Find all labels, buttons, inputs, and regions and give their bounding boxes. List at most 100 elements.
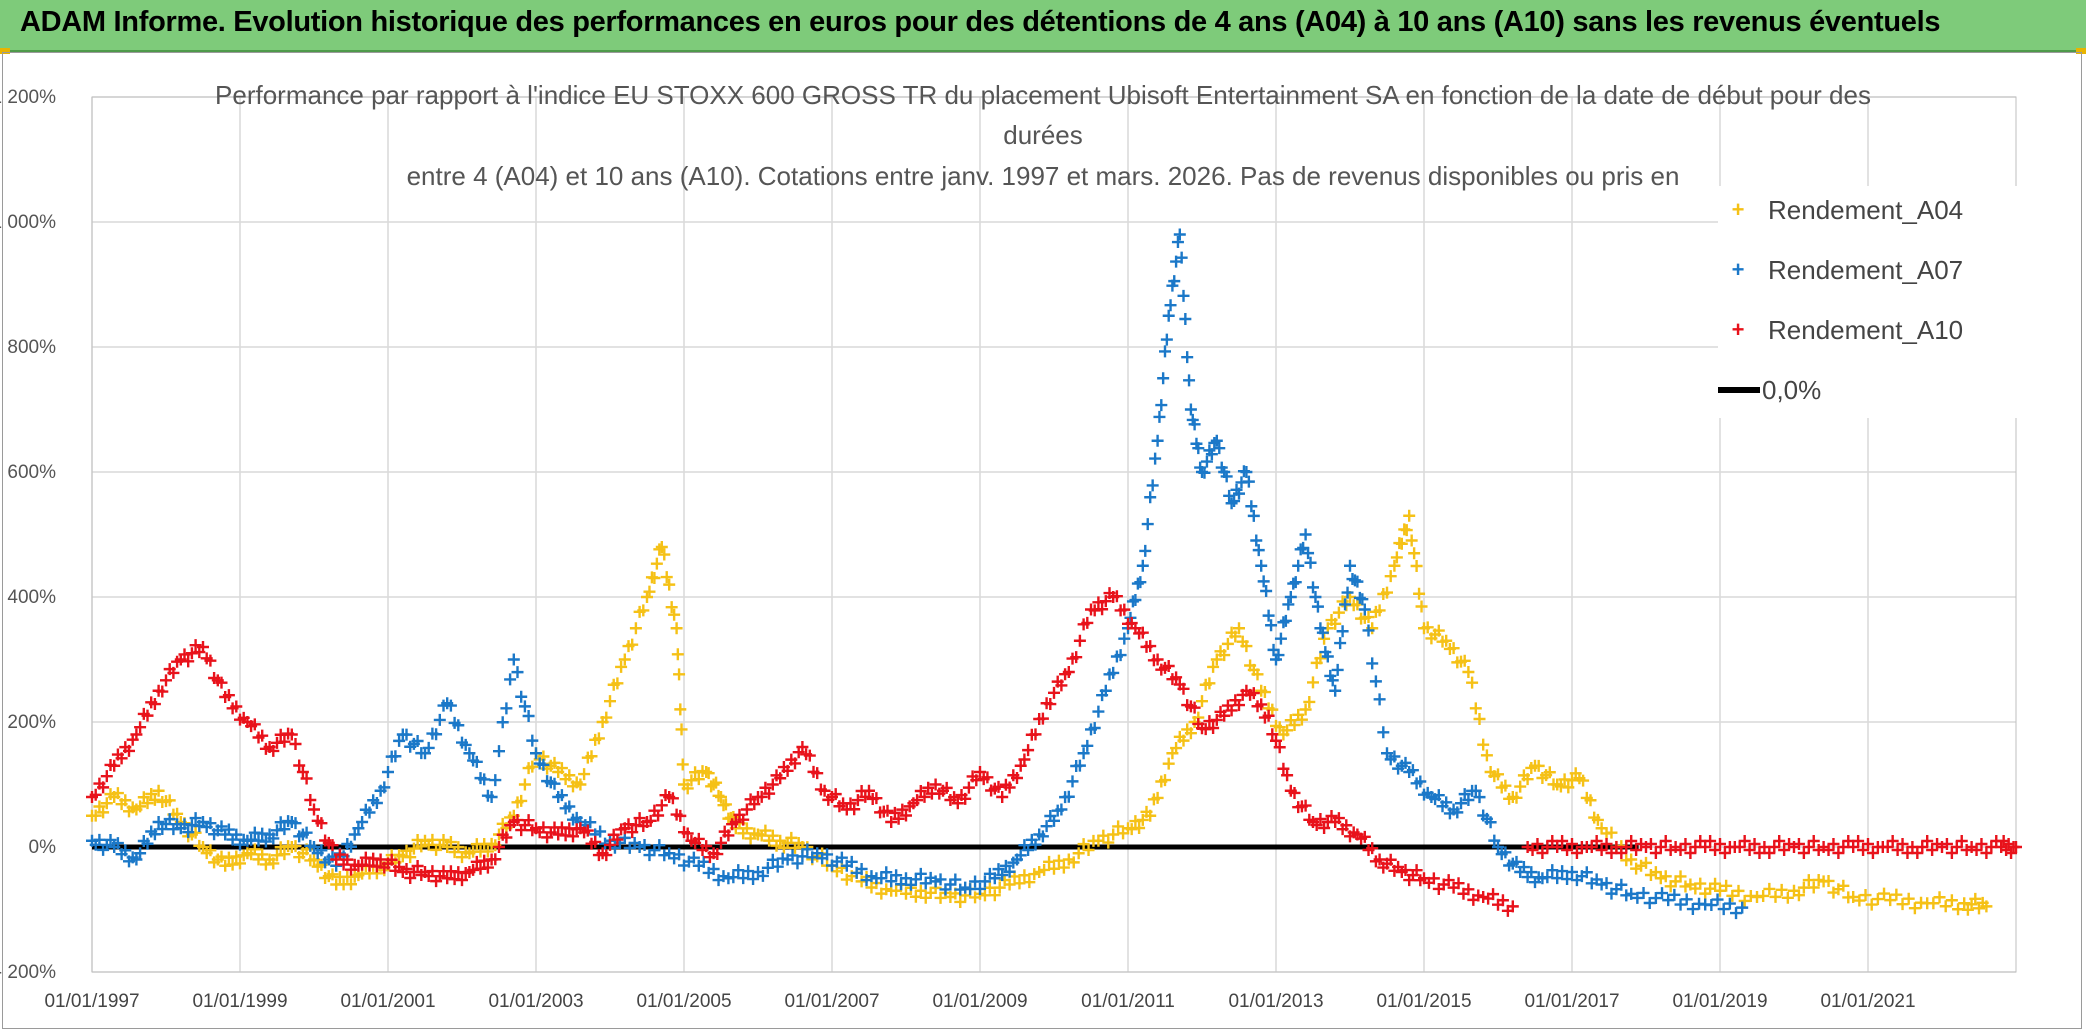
rendement-a04-point [97, 806, 110, 819]
rendement-a04-point [615, 660, 628, 673]
x-tick-label: 01/01/2019 [1672, 991, 1767, 1012]
rendement-a07-point [1184, 403, 1197, 416]
rendement-a10-point [1218, 709, 1231, 722]
rendement-a07-point [1205, 448, 1218, 461]
rendement-a07-point [1081, 739, 1094, 752]
rendement-a10-point [992, 780, 1005, 793]
rendement-a10-point [1070, 651, 1083, 664]
rendement-a10-point [803, 749, 816, 762]
rendement-a07-point [584, 816, 597, 829]
rendement-a07-point [522, 710, 535, 722]
rendement-a10-point [951, 797, 964, 810]
rendement-a10-point [500, 831, 513, 844]
rendement-a04-point [1251, 668, 1264, 681]
rendement-a04-point [1295, 713, 1308, 726]
rendement-a07-point [1155, 399, 1168, 412]
rendement-a07-point [530, 747, 542, 760]
rendement-a10-point [1151, 653, 1164, 666]
rendement-a04-point [1057, 861, 1070, 874]
legend-marker-a07: + [1731, 257, 1745, 282]
rendement-a10-point [289, 738, 302, 750]
rendement-a07-point [1366, 657, 1379, 670]
rendement-a07-point [1432, 789, 1445, 802]
rendement-a04-point [1896, 898, 1909, 911]
rendement-a04-point [548, 756, 561, 769]
rendement-a10-zero-point [1975, 838, 1988, 850]
rendement-a07-point [400, 728, 413, 741]
rendement-a04-point [1477, 738, 1490, 751]
rendement-a10-point [859, 790, 872, 803]
rendement-a07-point [1717, 903, 1730, 916]
rendement-a07-point [1299, 528, 1312, 541]
rendement-a10-point [1288, 786, 1301, 799]
rendement-a07-point [1188, 418, 1201, 431]
x-tick-label: 01/01/2007 [784, 991, 879, 1012]
x-tick-label: 01/01/2013 [1228, 991, 1323, 1012]
x-tick-label: 01/01/2017 [1524, 991, 1619, 1012]
rendement-a10-point [604, 838, 616, 851]
rendement-a04-point [1792, 889, 1805, 902]
rendement-a04-point [256, 848, 269, 861]
rendement-a07-point [104, 833, 117, 846]
rendement-a04-point [670, 622, 683, 635]
rendement-a10-point [722, 829, 735, 842]
rendement-a07-point [1225, 497, 1238, 510]
rendement-a04-point [673, 668, 686, 681]
rendement-a04-point [641, 591, 653, 603]
rendement-a10-point [189, 639, 202, 652]
rendement-a04-point [785, 831, 798, 844]
rendement-a04-point [1072, 847, 1085, 860]
rendement-a07-point [433, 713, 446, 726]
rendement-a07-point [1600, 877, 1613, 890]
rendement-a10-point [811, 767, 824, 780]
rendement-a10-point [1188, 701, 1201, 714]
rendement-a07-point [1126, 595, 1139, 608]
rendement-a04-point [1233, 622, 1245, 635]
rendement-a04-point [1884, 894, 1897, 907]
rendement-a04-point [1102, 836, 1115, 849]
rendement-a04-point [1492, 768, 1504, 781]
rendement-a10-zero-point [1590, 835, 1603, 847]
rendement-a10-point [633, 812, 646, 825]
rendement-a10-point [851, 794, 864, 807]
rendement-a04-point [702, 767, 715, 780]
rendement-a07-point [638, 839, 651, 852]
rendement-a04-point [267, 857, 280, 870]
rendement-a04-point [660, 571, 673, 584]
rendement-a07-point [1062, 790, 1075, 803]
rendement-a10-zero-point [1792, 838, 1805, 850]
rendement-a10-point [204, 654, 217, 667]
rendement-a07-point [890, 869, 903, 882]
rendement-a07-point [370, 797, 383, 809]
rendement-a10-point [293, 759, 306, 772]
rendement-a10-point [870, 792, 883, 805]
rendement-a04-point [574, 778, 587, 791]
rendement-a07-point [791, 857, 804, 870]
rendement-a04-point [1067, 856, 1080, 869]
rendement-a04-point [1659, 870, 1672, 883]
rendement-a10-point [1281, 769, 1294, 782]
rendement-a07-point [880, 866, 893, 879]
rendement-a04-point [988, 889, 1001, 902]
rendement-a04-point [1640, 856, 1652, 869]
rendement-a07-point [111, 837, 124, 850]
rendement-a07-point [1580, 866, 1593, 879]
rendement-a07-point [345, 840, 357, 853]
rendement-a10-point [456, 874, 468, 887]
rendement-a04-point [1384, 570, 1397, 583]
rendement-a04-point [152, 784, 165, 797]
rendement-a10-point [1399, 864, 1412, 877]
rendement-a07-point [673, 848, 686, 861]
legend-label-a04: Rendement_A04 [1768, 194, 1964, 225]
rendement-a04-point [248, 843, 261, 856]
rendement-a10-point [774, 772, 787, 785]
rendement-a04-point [740, 822, 753, 835]
rendement-a07-point [1625, 887, 1638, 900]
rendement-a10-point [589, 835, 602, 848]
rendement-a07-point [1329, 684, 1342, 697]
rendement-a07-point [204, 817, 217, 830]
rendement-a04-point [1203, 677, 1216, 690]
rendement-a07-point [1331, 663, 1344, 676]
rendement-a07-point [1705, 899, 1718, 912]
rendement-a07-point [352, 822, 365, 835]
